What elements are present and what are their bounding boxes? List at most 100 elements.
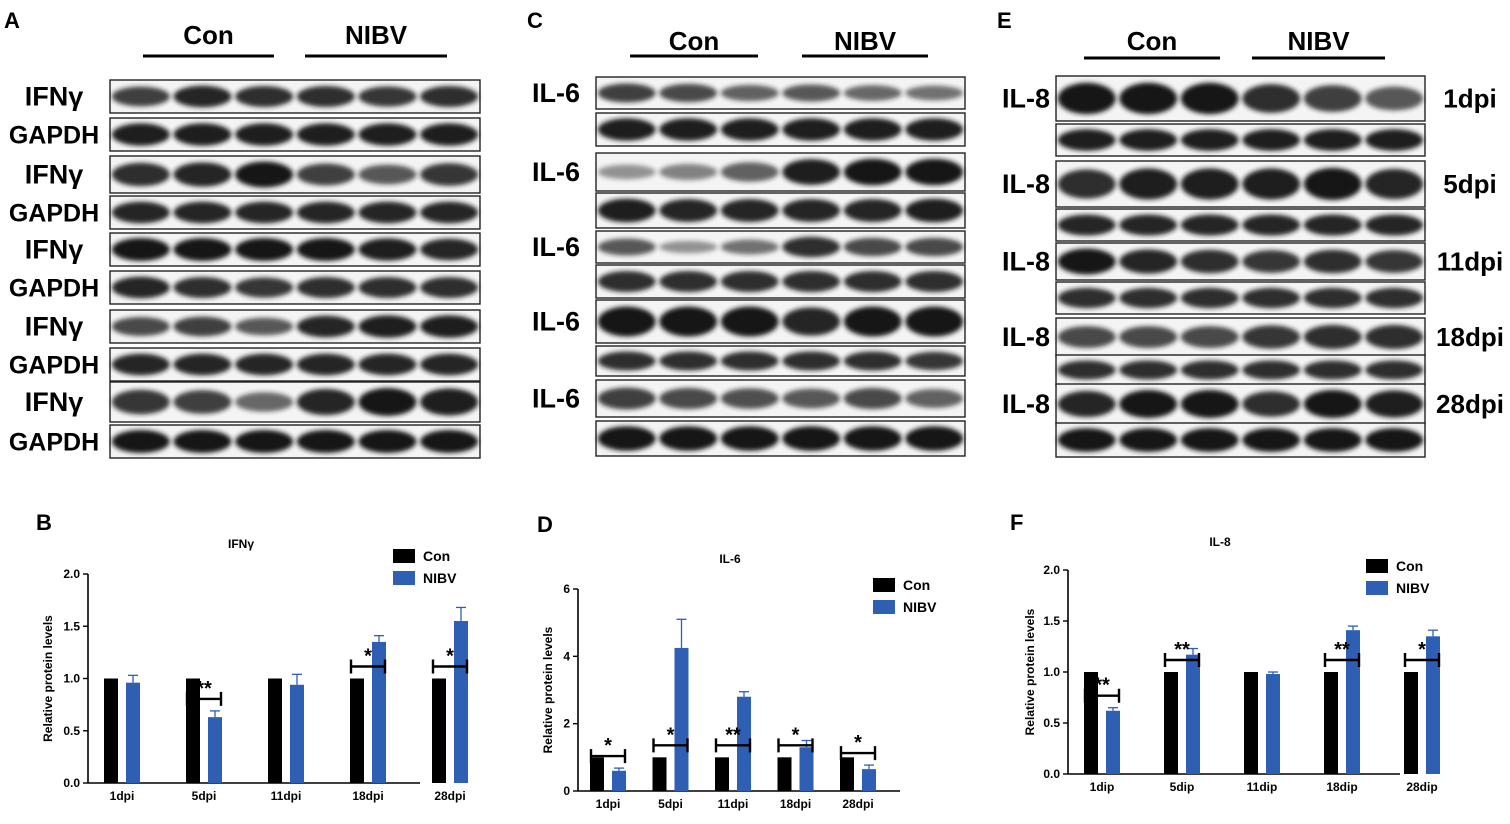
- blot-band: [111, 389, 170, 415]
- chart-title: IFNγ: [228, 537, 254, 551]
- blot-band: [659, 270, 718, 293]
- blot-band: [1119, 168, 1178, 200]
- blot-band: [1242, 168, 1301, 200]
- bar-nibv: [454, 621, 468, 783]
- blot-strip-frame: [595, 264, 966, 299]
- blot-strip-frame: [1055, 160, 1426, 208]
- blot-row-label: IL-8: [1002, 84, 1050, 114]
- blot-band: [296, 315, 355, 338]
- blot-band: [420, 353, 479, 376]
- panel-letter: B: [36, 510, 52, 535]
- blot-band: [1057, 214, 1116, 236]
- blot-band: [173, 162, 232, 187]
- blot-band: [1303, 390, 1362, 418]
- bar-nibv: [1186, 654, 1200, 774]
- blot-strip: IL-8 11dpi: [1002, 242, 1503, 281]
- blot-band: [296, 276, 355, 299]
- blot-band: [1242, 250, 1301, 273]
- blot-strip: GAPDH: [9, 347, 481, 382]
- significance-stars: *: [667, 724, 675, 746]
- significance-stars: *: [1418, 639, 1426, 661]
- bar-nibv: [1426, 636, 1440, 774]
- blot-band: [296, 429, 355, 454]
- blot-band: [1180, 214, 1239, 236]
- blot-strip-frame: [109, 155, 481, 194]
- bracket-line: [1323, 653, 1361, 667]
- blot-band: [1057, 129, 1116, 151]
- blot-band: [1242, 84, 1301, 113]
- panel-letter: C: [527, 8, 543, 33]
- y-tick-label: 2.0: [63, 567, 80, 581]
- blot-band: [1365, 168, 1424, 200]
- blot-band: [843, 426, 902, 451]
- blot-band: [235, 353, 294, 376]
- blot-band: [1242, 325, 1301, 349]
- significance-stars: *: [364, 646, 372, 668]
- blot-strip: GAPDH: [9, 270, 481, 305]
- blot-band: [1303, 129, 1362, 151]
- bar-nibv: [737, 696, 751, 791]
- group-label: NIBV: [834, 26, 897, 56]
- legend-label: Con: [1396, 558, 1423, 574]
- blot-band: [720, 84, 779, 102]
- blot-panel-c: C Con NIBV IL-6 IL-6 IL-6 IL-6 IL-6: [527, 8, 966, 457]
- blot-band: [1365, 214, 1424, 236]
- blot-strip-frame: [595, 420, 966, 457]
- legend-swatch: [873, 578, 895, 592]
- blot-band: [235, 161, 294, 188]
- blot-band: [720, 198, 779, 223]
- blot-panel-e: E Con NIBV IL-8 1dpi IL-8 5dpi IL-8 11dpi IL-8 18d…: [997, 8, 1504, 458]
- blot-band: [720, 239, 779, 255]
- blot-band: [1180, 168, 1239, 200]
- blot-strip-frame: [1055, 242, 1426, 281]
- blot-strip-frame: [595, 230, 966, 264]
- y-tick-label: 0.5: [63, 724, 80, 738]
- blot-band: [597, 306, 656, 337]
- blot-band: [659, 198, 718, 223]
- x-tick-label: 28dpi: [434, 789, 465, 803]
- y-tick-label: 0.5: [1043, 716, 1060, 730]
- blot-strip: GAPDH: [9, 195, 481, 230]
- blot-strip: IL-8 5dpi: [1002, 160, 1497, 208]
- blot-band: [843, 237, 902, 257]
- x-tick-label: 18dpi: [352, 789, 383, 803]
- legend-label: Con: [903, 577, 930, 593]
- blot-strip: [595, 345, 966, 377]
- significance-bracket: *: [1403, 639, 1441, 667]
- blot-strip-frame: [595, 76, 966, 110]
- blot-band: [1057, 428, 1116, 452]
- significance-bracket: **: [1083, 675, 1121, 703]
- significance-bracket: **: [185, 678, 223, 706]
- blot-band: [659, 240, 718, 254]
- blot-band: [111, 123, 170, 146]
- blot-band: [782, 84, 841, 102]
- bar-con: [268, 678, 282, 783]
- blot-band: [782, 307, 841, 336]
- blot-band: [905, 158, 964, 186]
- bar-con: [104, 678, 118, 783]
- blot-band: [1242, 391, 1301, 417]
- blot-band: [296, 353, 355, 376]
- blot-strip-frame: [109, 270, 481, 305]
- blot-strip: IL-6: [532, 299, 966, 344]
- legend-swatch: [393, 549, 415, 563]
- blot-strip-frame: [1055, 317, 1426, 357]
- blot-band: [843, 270, 902, 293]
- blot-band: [905, 389, 964, 408]
- blot-band: [1242, 360, 1301, 380]
- blot-band: [235, 123, 294, 146]
- blot-band: [782, 118, 841, 141]
- group-label: Con: [1127, 26, 1178, 56]
- blot-band: [358, 123, 417, 146]
- blot-row-label: IL-6: [532, 307, 580, 337]
- significance-stars: *: [604, 735, 612, 757]
- blot-band: [111, 237, 170, 262]
- significance-stars: *: [446, 646, 454, 668]
- blot-band: [420, 123, 479, 146]
- blot-band: [1119, 214, 1178, 236]
- significance-stars: **: [1094, 675, 1110, 697]
- blot-strip: IFNγ: [25, 79, 481, 114]
- blot-strip-frame: [109, 79, 481, 114]
- blot-band: [420, 85, 479, 108]
- blot-strip-frame: [109, 309, 481, 344]
